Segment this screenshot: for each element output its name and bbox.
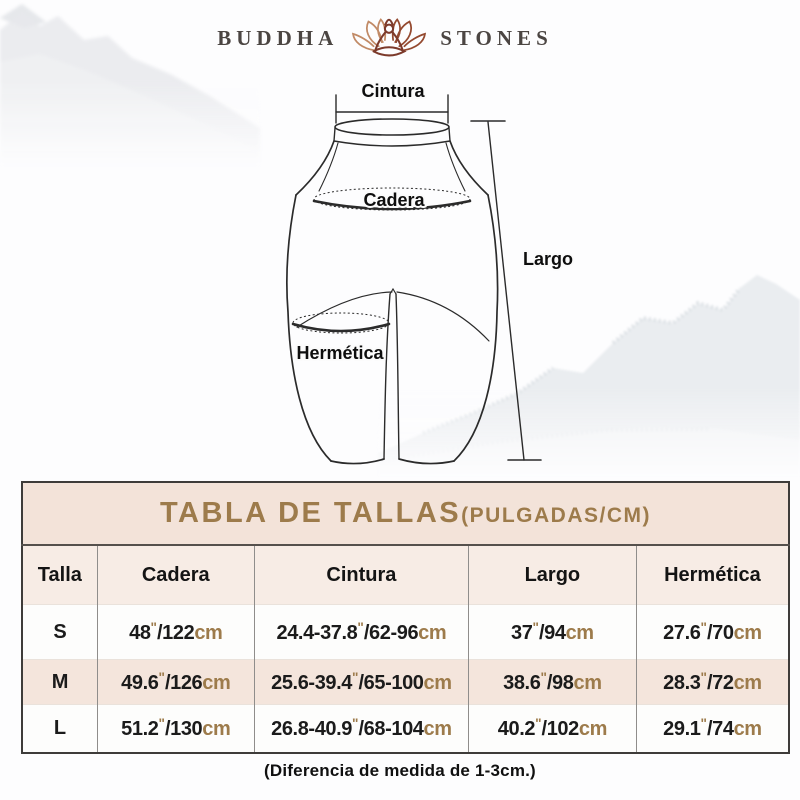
size-table-body: S 48"/122cm 24.4-37.8"/62-96cm 37"/94cm 27.6…: [22, 604, 789, 753]
size-label-cell: M: [22, 659, 98, 705]
measurement-note: (Diferencia de medida de 1-3cm.): [264, 761, 536, 780]
measurement-cell: 28.3"/72cm: [635, 659, 789, 705]
brand-header: BUDDHA STONES: [0, 12, 770, 64]
measurement-cell: 40.2"/102cm: [467, 704, 637, 753]
column-header-row: Talla Cadera Cintura Largo Hermética: [22, 545, 789, 605]
table-row: S 48"/122cm 24.4-37.8"/62-96cm 37"/94cm 27.6…: [22, 604, 789, 660]
size-label-cell: L: [22, 704, 98, 753]
size-label-cell: S: [22, 604, 98, 660]
cintura-label: Cintura: [362, 81, 426, 101]
size-table: TABLA DE TALLAS(PULGADAS/CM) Talla Cader…: [21, 481, 790, 754]
measurement-cell: 51.2"/130cm: [96, 704, 255, 753]
size-table-section: TABLA DE TALLAS(PULGADAS/CM) Talla Cader…: [21, 481, 790, 754]
table-row: L 51.2"/130cm 26.8-40.9"/68-104cm 40.2"/102…: [22, 704, 789, 753]
table-row: M 49.6"/126cm 25.6-39.4"/65-100cm 38.6"/98c…: [22, 659, 789, 705]
table-title-row: TABLA DE TALLAS(PULGADAS/CM): [22, 482, 789, 546]
col-header-cintura: Cintura: [253, 545, 469, 605]
brand-name-right: STONES: [440, 25, 553, 50]
col-header-cadera: Cadera: [96, 545, 255, 605]
brand-name-left: BUDDHA: [217, 25, 339, 50]
table-title-text: TABLA DE TALLAS: [160, 497, 462, 529]
measurement-cell: 37"/94cm: [467, 604, 637, 660]
measurement-cell: 29.1"/74cm: [635, 704, 789, 753]
measurement-cell: 24.4-37.8"/62-96cm: [253, 604, 469, 660]
hermetica-label: Hermética: [296, 343, 384, 363]
largo-label: Largo: [523, 249, 573, 269]
measurement-cell: 25.6-39.4"/65-100cm: [253, 659, 469, 705]
measurement-cell: 27.6"/70cm: [635, 604, 789, 660]
measurement-cell: 26.8-40.9"/68-104cm: [253, 704, 469, 753]
col-header-hermetica: Hermética: [635, 545, 789, 605]
cadera-label: Cadera: [363, 190, 425, 210]
col-header-largo: Largo: [467, 545, 637, 605]
measurement-cell: 49.6"/126cm: [96, 659, 255, 705]
table-title-units: (PULGADAS/CM): [461, 504, 651, 527]
measurement-cell: 48"/122cm: [96, 604, 255, 660]
lotus-meditation-icon: [352, 18, 427, 57]
measurement-cell: 38.6"/98cm: [467, 659, 637, 705]
table-title: TABLA DE TALLAS(PULGADAS/CM): [22, 482, 789, 546]
col-header-talla: Talla: [22, 545, 98, 605]
pants-diagram: Cintura Cadera Hermética Largo: [286, 79, 575, 465]
